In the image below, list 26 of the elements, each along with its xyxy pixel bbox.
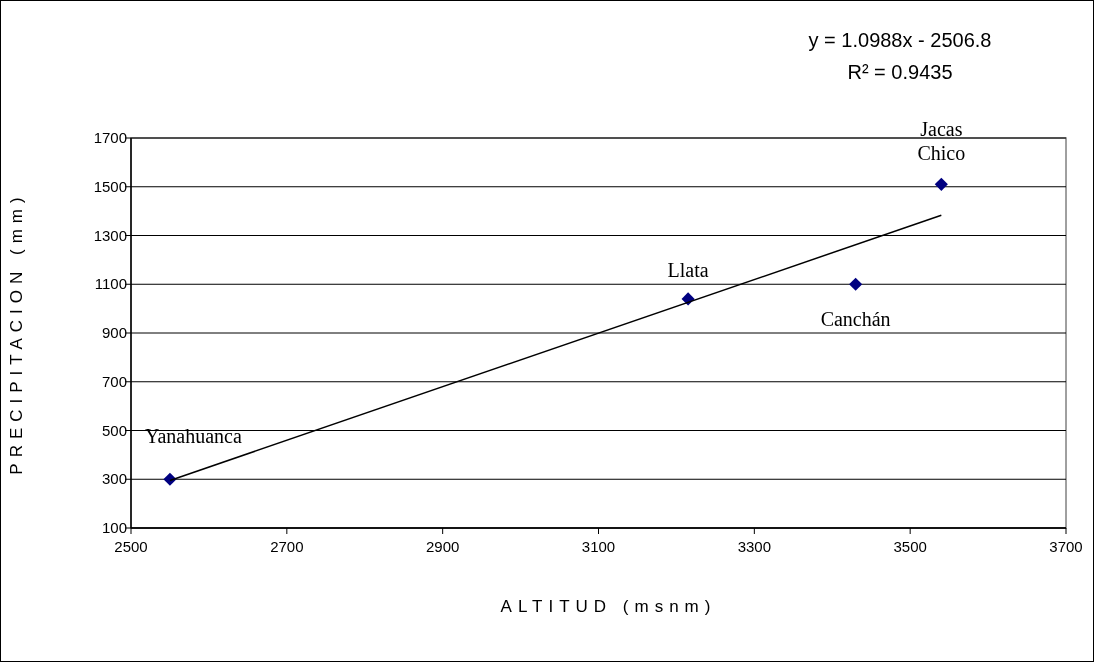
annotation: Yanahuanca (144, 425, 242, 448)
y-tick-label: 900 (101, 324, 127, 341)
x-axis-title: ALTITUD (msnm) (500, 597, 717, 616)
y-tick-label: 1500 (93, 177, 127, 195)
point (934, 177, 948, 191)
annotation: Canchán (820, 308, 891, 331)
x-tick-label: 2500 (114, 538, 148, 555)
point (849, 277, 863, 291)
y-tick-label: 300 (101, 470, 127, 488)
y-tick-label: 1300 (93, 226, 127, 244)
y-tick-label: 700 (101, 372, 127, 390)
x-tick-label: 3500 (893, 538, 927, 555)
y-axis-title: PRECIPITACION (mm) (7, 191, 26, 475)
y-tick-label: 1100 (94, 275, 127, 293)
x-tick-label: 2900 (425, 538, 460, 555)
text: R² = 0.9435 (847, 61, 953, 83)
annotation: Llata (667, 258, 709, 281)
x-tick-label: 3100 (581, 538, 616, 555)
y-tick-label: 100 (101, 519, 127, 536)
annotation: Jacas Chico (917, 118, 966, 165)
y-tick-label: 1700 (93, 129, 127, 146)
y-tick-label: 500 (101, 421, 127, 439)
x-tick-label: 2700 (270, 538, 304, 555)
text: y = 1.0988x - 2506.8 (808, 29, 992, 51)
x-tick-label: 3700 (1049, 538, 1083, 555)
x-tick-label: 3300 (737, 538, 772, 555)
